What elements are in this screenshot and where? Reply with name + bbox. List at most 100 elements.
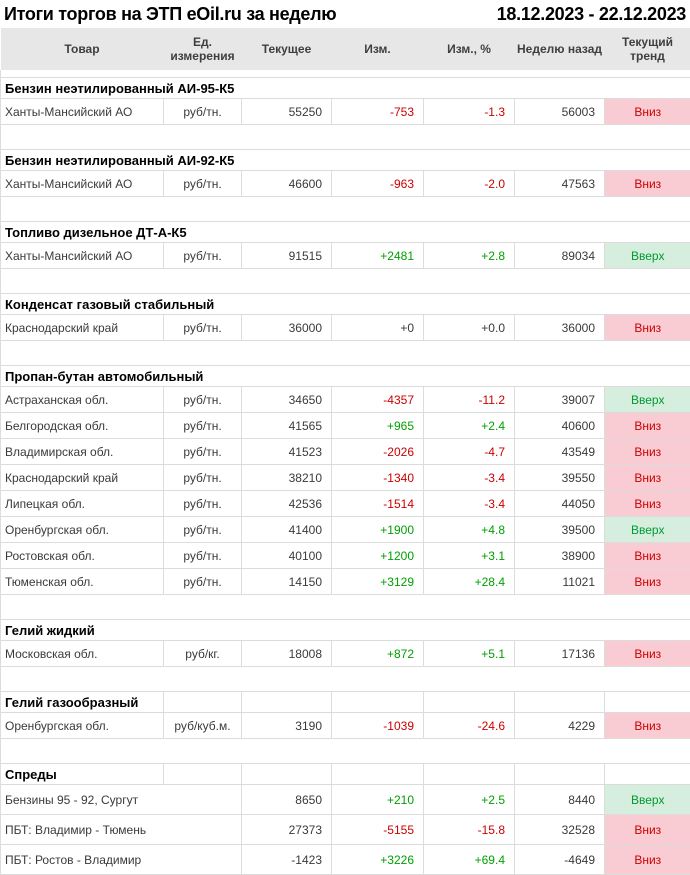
empty-cell xyxy=(605,692,690,713)
current-cell: -1423 xyxy=(242,845,332,875)
change-cell: -1039 xyxy=(332,713,424,739)
change-cell: +3129 xyxy=(332,569,424,595)
week-ago-cell: 47563 xyxy=(515,171,605,197)
results-table: Товар Ед. измерения Текущее Изм. Изм., %… xyxy=(0,28,690,875)
week-ago-cell: 17136 xyxy=(515,641,605,667)
change-pct-cell: +28.4 xyxy=(424,569,515,595)
change-cell: -5155 xyxy=(332,815,424,845)
section-title: Конденсат газовый стабильный xyxy=(1,294,690,315)
unit-cell: руб/тн. xyxy=(164,413,242,439)
trend-badge: Вверх xyxy=(605,243,690,269)
current-cell: 8650 xyxy=(242,785,332,815)
product-cell: Ростовская обл. xyxy=(1,543,164,569)
change-pct-cell: -3.4 xyxy=(424,465,515,491)
unit-cell: руб/тн. xyxy=(164,171,242,197)
unit-cell: руб/тн. xyxy=(164,243,242,269)
change-cell: +3226 xyxy=(332,845,424,875)
section-spacer xyxy=(1,70,690,78)
change-pct-cell: +4.8 xyxy=(424,517,515,543)
change-cell: +1200 xyxy=(332,543,424,569)
trend-badge: Вверх xyxy=(605,517,690,543)
change-pct-cell: +2.5 xyxy=(424,785,515,815)
week-ago-cell: 40600 xyxy=(515,413,605,439)
change-cell: +2481 xyxy=(332,243,424,269)
current-cell: 42536 xyxy=(242,491,332,517)
section-spacer xyxy=(1,125,690,150)
section-spacer xyxy=(1,269,690,294)
section-title: Топливо дизельное ДТ-А-К5 xyxy=(1,222,690,243)
trend-badge: Вверх xyxy=(605,387,690,413)
change-cell: +872 xyxy=(332,641,424,667)
unit-cell: руб/тн. xyxy=(164,569,242,595)
change-pct-cell: -11.2 xyxy=(424,387,515,413)
week-ago-cell: 39007 xyxy=(515,387,605,413)
section-spacer xyxy=(1,739,690,764)
change-cell: -753 xyxy=(332,99,424,125)
unit-cell: руб/тн. xyxy=(164,315,242,341)
product-cell: Ханты-Мансийский АО xyxy=(1,99,164,125)
empty-cell xyxy=(332,764,424,785)
section-header: Конденсат газовый стабильный xyxy=(1,294,690,315)
product-cell: Ханты-Мансийский АО xyxy=(1,243,164,269)
product-cell: Липецкая обл. xyxy=(1,491,164,517)
change-cell: -963 xyxy=(332,171,424,197)
section-title: Гелий газообразный xyxy=(1,692,164,713)
unit-cell: руб/кг. xyxy=(164,641,242,667)
product-cell: Тюменская обл. xyxy=(1,569,164,595)
unit-cell: руб/тн. xyxy=(164,387,242,413)
change-pct-cell: -1.3 xyxy=(424,99,515,125)
current-cell: 55250 xyxy=(242,99,332,125)
section-header: Гелий газообразный xyxy=(1,692,690,713)
week-ago-cell: 11021 xyxy=(515,569,605,595)
unit-cell: руб/тн. xyxy=(164,465,242,491)
current-cell: 34650 xyxy=(242,387,332,413)
week-ago-cell: 32528 xyxy=(515,815,605,845)
current-cell: 41565 xyxy=(242,413,332,439)
unit-cell: руб/тн. xyxy=(164,543,242,569)
section-header: Гелий жидкий xyxy=(1,620,690,641)
current-cell: 46600 xyxy=(242,171,332,197)
product-cell: Краснодарский край xyxy=(1,315,164,341)
current-cell: 41523 xyxy=(242,439,332,465)
change-pct-cell: +0.0 xyxy=(424,315,515,341)
section-title: Бензин неэтилированный АИ-95-К5 xyxy=(1,78,690,99)
week-ago-cell: 8440 xyxy=(515,785,605,815)
product-cell: Оренбургская обл. xyxy=(1,517,164,543)
product-cell: Белгородская обл. xyxy=(1,413,164,439)
change-cell: -2026 xyxy=(332,439,424,465)
current-cell: 14150 xyxy=(242,569,332,595)
current-cell: 36000 xyxy=(242,315,332,341)
current-cell: 40100 xyxy=(242,543,332,569)
table-row: Оренбургская обл.руб/куб.м.3190-1039-24.… xyxy=(1,713,690,739)
product-cell: Ханты-Мансийский АО xyxy=(1,171,164,197)
change-cell: +210 xyxy=(332,785,424,815)
section-header: Пропан-бутан автомобильный xyxy=(1,366,690,387)
empty-cell xyxy=(332,692,424,713)
section-header: Бензин неэтилированный АИ-95-К5 xyxy=(1,78,690,99)
section-spacer xyxy=(1,595,690,620)
change-pct-cell: -24.6 xyxy=(424,713,515,739)
change-cell: +965 xyxy=(332,413,424,439)
change-cell: +0 xyxy=(332,315,424,341)
change-pct-cell: +2.8 xyxy=(424,243,515,269)
change-pct-cell: -3.4 xyxy=(424,491,515,517)
change-pct-cell: -15.8 xyxy=(424,815,515,845)
change-cell: -1514 xyxy=(332,491,424,517)
product-cell: Краснодарский край xyxy=(1,465,164,491)
change-pct-cell: +3.1 xyxy=(424,543,515,569)
trend-badge: Вниз xyxy=(605,171,690,197)
change-pct-cell: -2.0 xyxy=(424,171,515,197)
section-header: Бензин неэтилированный АИ-92-К5 xyxy=(1,150,690,171)
trend-badge: Вниз xyxy=(605,491,690,517)
week-ago-cell: 43549 xyxy=(515,439,605,465)
change-pct-cell: -4.7 xyxy=(424,439,515,465)
